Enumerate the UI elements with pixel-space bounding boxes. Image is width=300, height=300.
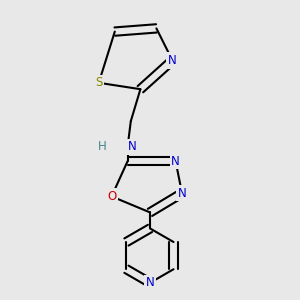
Text: S: S [95,76,103,89]
Text: N: N [168,54,177,67]
Text: N: N [178,187,186,200]
Text: N: N [171,155,180,168]
Text: N: N [146,276,154,289]
Text: N: N [128,140,136,153]
Text: H: H [98,140,106,153]
Text: O: O [107,190,116,203]
